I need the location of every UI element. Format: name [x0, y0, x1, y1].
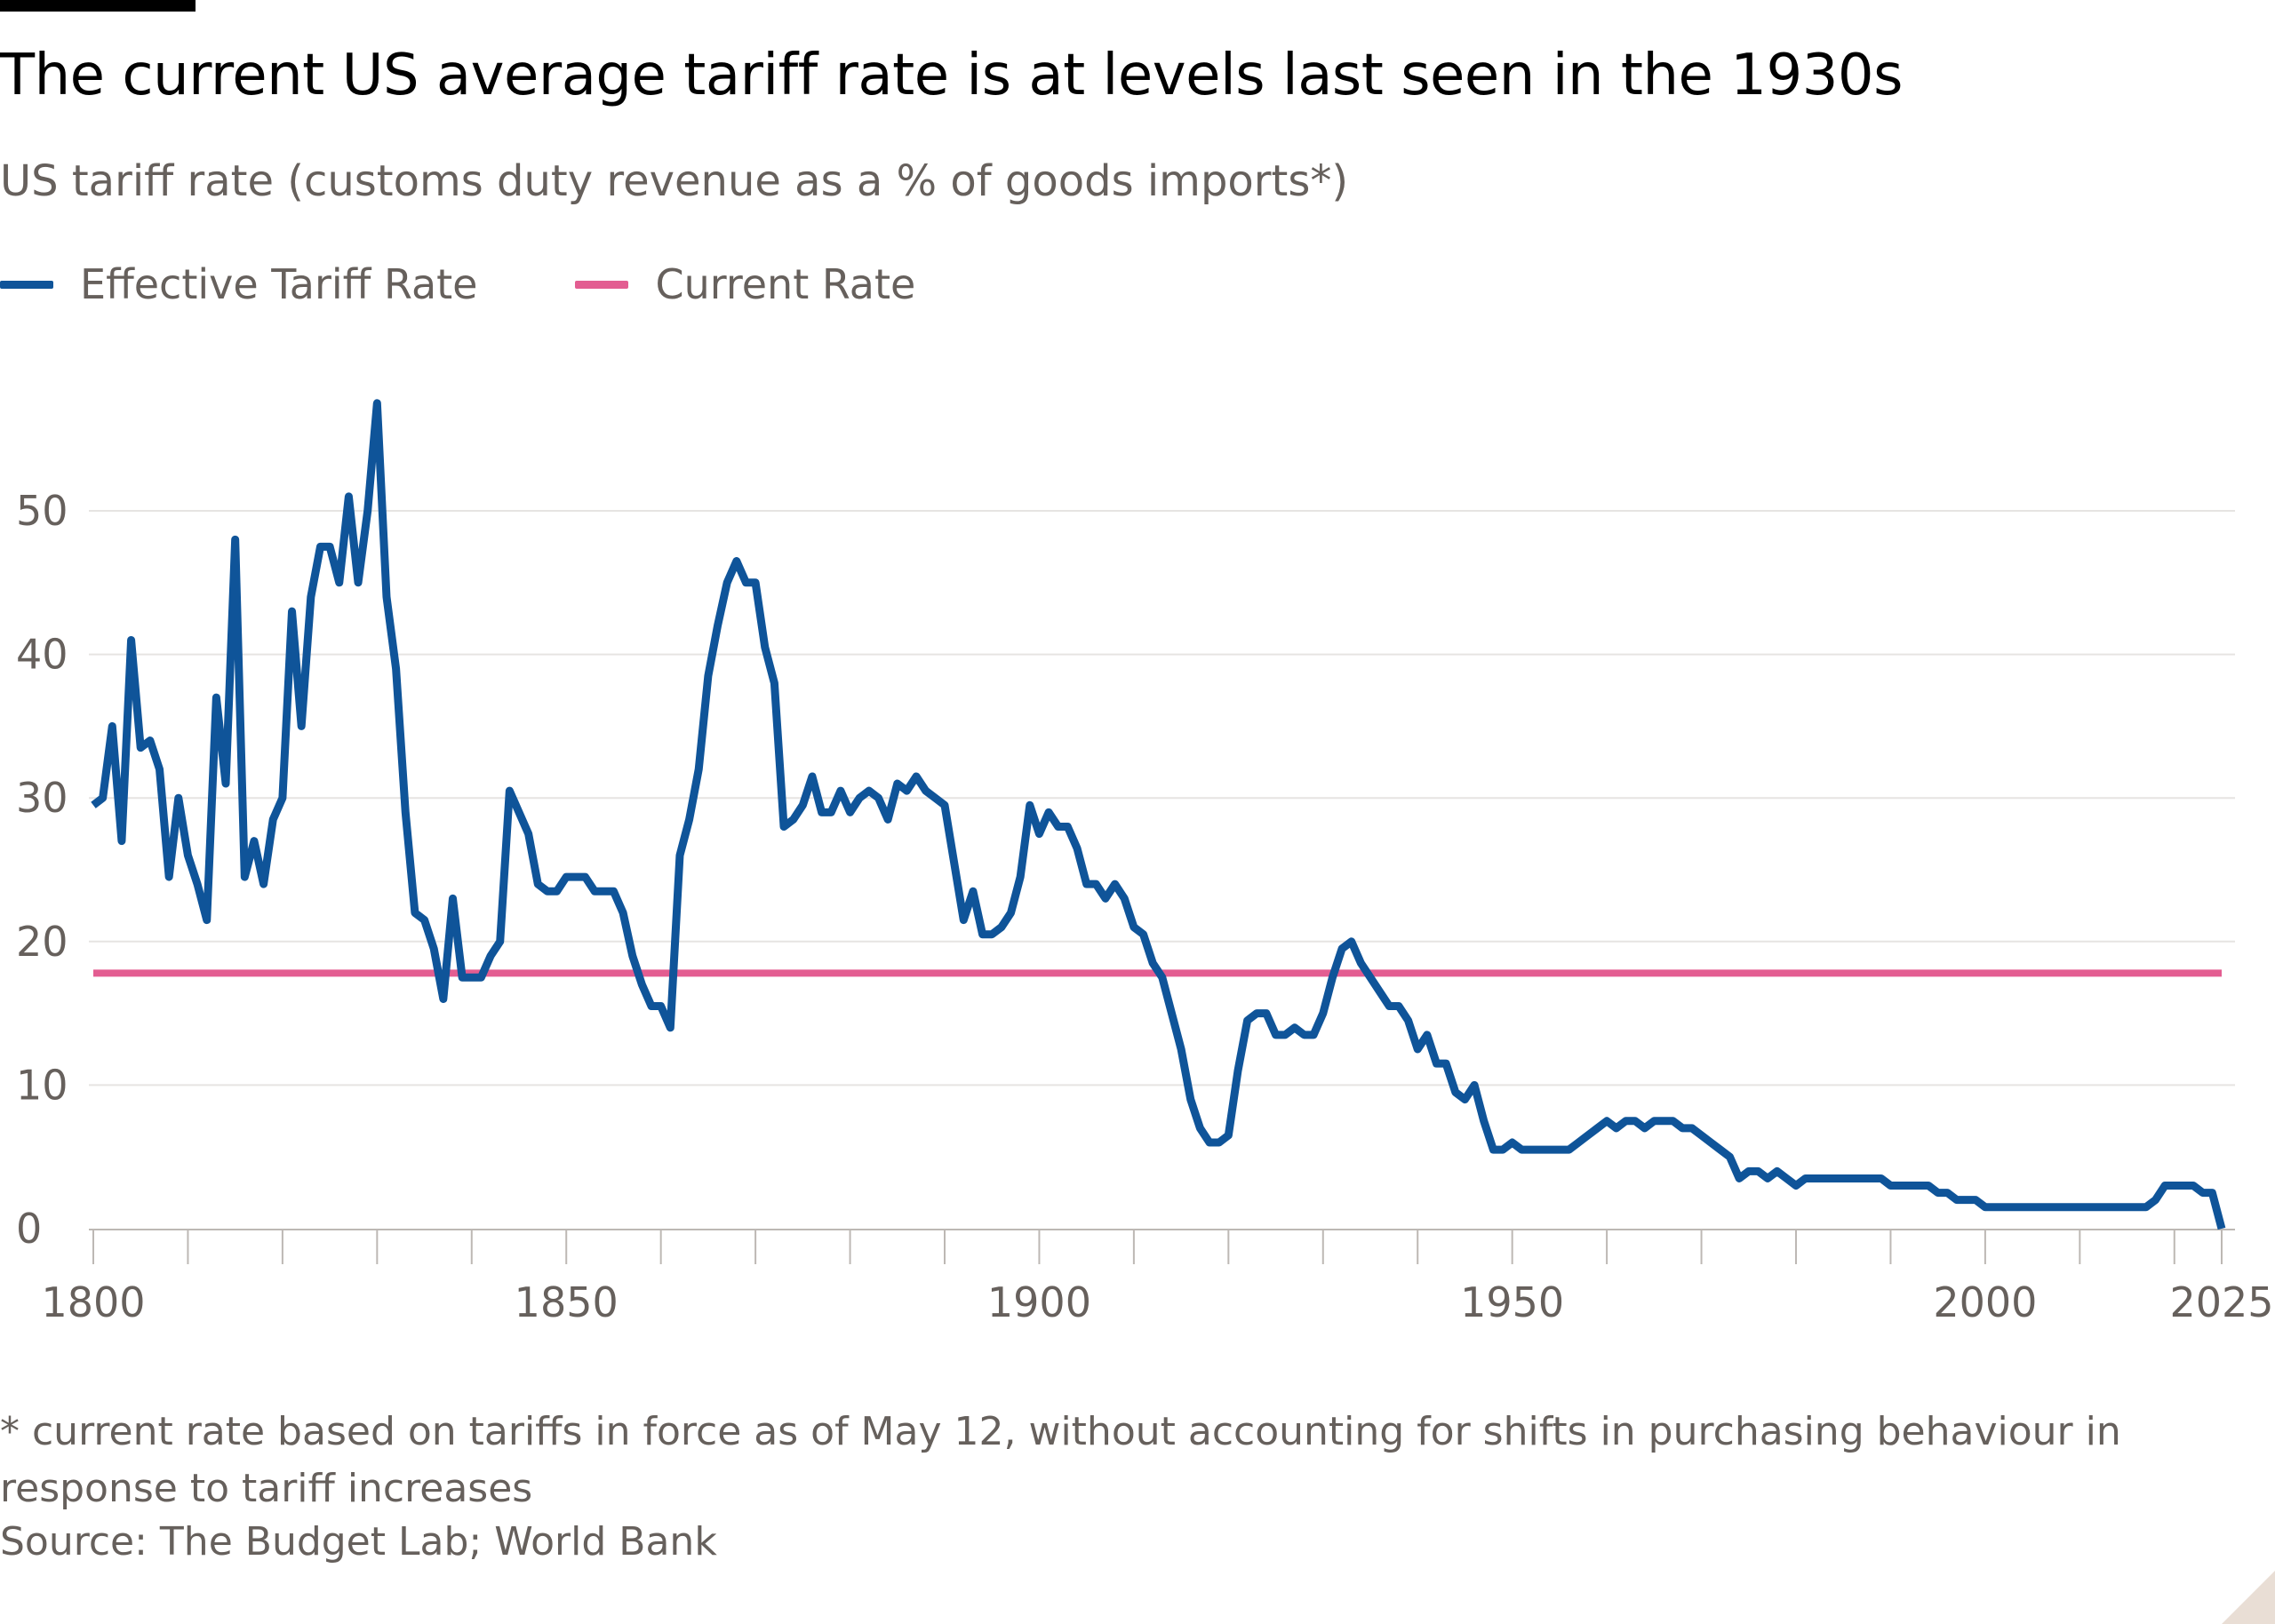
chart-title: The current US average tariff rate is at…: [0, 43, 1903, 108]
x-tick-label: 1850: [515, 1278, 619, 1326]
chart-subtitle: US tariff rate (customs duty revenue as …: [0, 156, 1349, 206]
brand-bar: [0, 0, 196, 12]
x-tick-label: 2000: [1933, 1278, 2037, 1326]
x-axis: 1800 1850 1900 1950 2000 2025: [41, 1229, 2274, 1326]
source-note: Source: The Budget Lab; World Bank: [0, 1519, 717, 1564]
legend-label-current: Current Rate: [655, 260, 916, 308]
y-tick-label: 20: [16, 918, 68, 966]
y-tick-label: 30: [16, 774, 68, 822]
x-tick-label: 1900: [987, 1278, 1091, 1326]
grid-lines: [89, 510, 2235, 1087]
legend-swatch-effective: [0, 280, 53, 289]
series-line-effective-tariff-rate: [91, 399, 2226, 1230]
corner-fold: [2222, 1571, 2275, 1624]
series-layer: [91, 399, 2226, 1230]
y-tick-label: 0: [16, 1205, 42, 1253]
footnote: * current rate based on tariffs in force…: [0, 1409, 2121, 1511]
y-axis: 0 10 20 30 40 50: [16, 487, 68, 1253]
y-tick-label: 10: [16, 1061, 68, 1109]
legend-item-current: Current Rate: [575, 260, 915, 308]
chart-legend: Effective Tariff Rate Current Rate: [0, 258, 1013, 311]
x-tick-label: 1800: [41, 1278, 145, 1326]
line-chart: 1800 1850 1900 1950 2000 2025 0 10 20 30 40 50: [16, 399, 2274, 1326]
y-tick-label: 40: [16, 631, 68, 679]
y-tick-label: 50: [16, 487, 68, 535]
x-tick-label: 2025: [2169, 1278, 2273, 1326]
legend-item-effective: Effective Tariff Rate: [0, 260, 477, 308]
legend-swatch-current: [575, 280, 629, 289]
x-tick-label: 1950: [1460, 1278, 1564, 1326]
legend-label-effective: Effective Tariff Rate: [80, 260, 478, 308]
